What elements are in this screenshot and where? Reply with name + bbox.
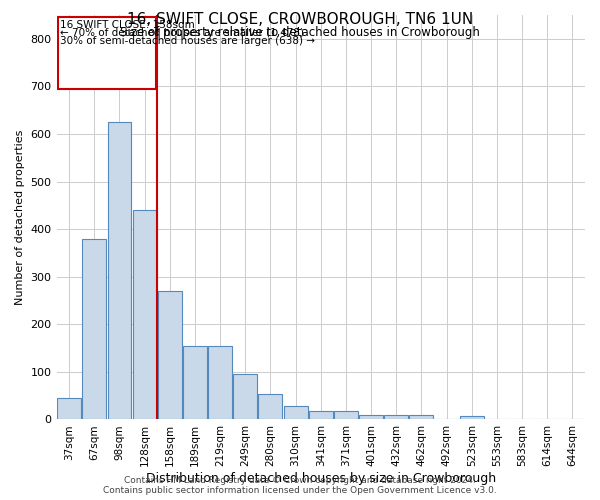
Bar bbox=[107, 122, 131, 420]
Bar bbox=[208, 346, 232, 420]
Bar bbox=[183, 346, 207, 420]
Bar bbox=[359, 414, 383, 420]
Text: 16 SWIFT CLOSE: 158sqm: 16 SWIFT CLOSE: 158sqm bbox=[61, 20, 195, 30]
Bar bbox=[409, 414, 433, 420]
Text: 30% of semi-detached houses are larger (638) →: 30% of semi-detached houses are larger (… bbox=[61, 36, 316, 46]
Bar bbox=[233, 374, 257, 420]
Bar bbox=[309, 412, 333, 420]
Bar bbox=[158, 291, 182, 420]
Bar bbox=[133, 210, 157, 420]
Bar bbox=[284, 406, 308, 419]
Bar bbox=[82, 238, 106, 420]
X-axis label: Distribution of detached houses by size in Crowborough: Distribution of detached houses by size … bbox=[146, 472, 496, 485]
Text: 16, SWIFT CLOSE, CROWBOROUGH, TN6 1UN: 16, SWIFT CLOSE, CROWBOROUGH, TN6 1UN bbox=[127, 12, 473, 28]
Text: Size of property relative to detached houses in Crowborough: Size of property relative to detached ho… bbox=[120, 26, 480, 39]
Y-axis label: Number of detached properties: Number of detached properties bbox=[15, 130, 25, 305]
Bar bbox=[58, 18, 156, 89]
Bar bbox=[460, 416, 484, 420]
Bar bbox=[57, 398, 81, 419]
Text: ← 70% of detached houses are smaller (1,478): ← 70% of detached houses are smaller (1,… bbox=[61, 28, 304, 38]
Bar bbox=[334, 412, 358, 420]
Text: Contains HM Land Registry data © Crown copyright and database right 2024.
Contai: Contains HM Land Registry data © Crown c… bbox=[103, 476, 497, 495]
Bar bbox=[385, 414, 408, 420]
Bar bbox=[259, 394, 283, 419]
